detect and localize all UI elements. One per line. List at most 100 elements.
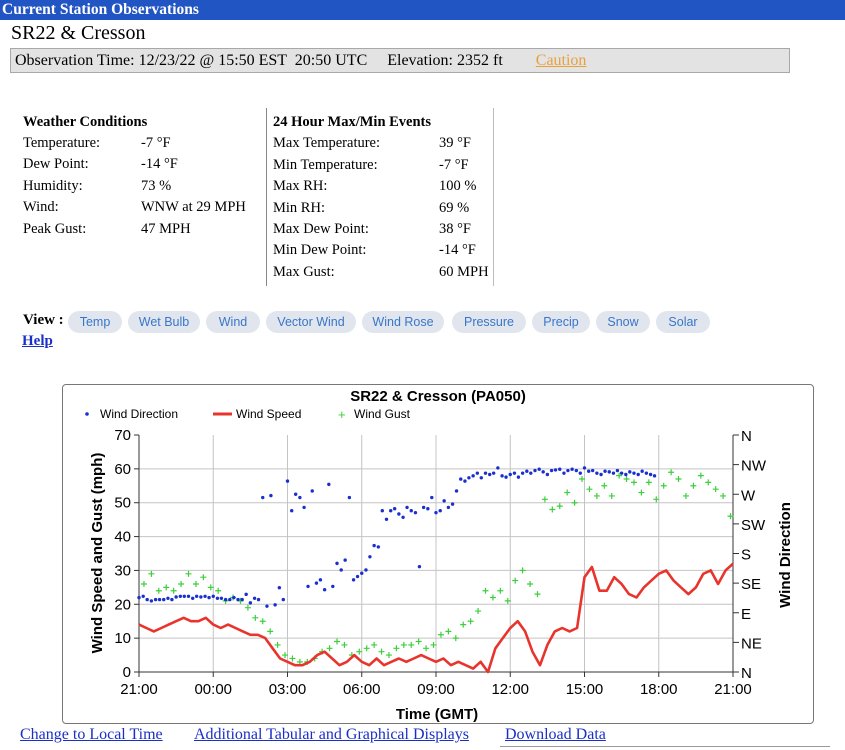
direction-point <box>417 564 422 569</box>
legend-direction-marker <box>85 412 89 416</box>
direction-point <box>467 476 471 480</box>
maxmin-row: Min RH: 69 % <box>273 198 493 219</box>
direction-point <box>628 470 632 474</box>
gust-point <box>579 476 586 483</box>
direction-point <box>166 596 170 600</box>
gust-point <box>341 641 348 648</box>
gust-point <box>393 645 400 652</box>
gust-point <box>445 628 452 635</box>
direction-point <box>529 471 533 475</box>
gust-point <box>185 570 192 577</box>
gust-point <box>289 655 296 662</box>
direction-point <box>446 505 451 510</box>
tab-pressure[interactable]: Pressure <box>452 311 526 333</box>
direction-point <box>199 595 203 599</box>
direction-point <box>409 509 413 513</box>
tab-wind[interactable]: Wind <box>206 311 260 333</box>
direction-point <box>615 468 620 473</box>
gust-point <box>363 645 370 652</box>
direction-point <box>228 597 232 602</box>
change-local-time-link[interactable]: Change to Local Time <box>20 726 163 743</box>
maxmin-row: Max Temperature: 39 °F <box>273 133 493 154</box>
gust-point <box>475 608 482 615</box>
direction-point <box>459 477 463 481</box>
y2-axis-label: Wind Direction <box>777 502 794 608</box>
gust-point <box>645 479 652 486</box>
direction-point <box>141 594 145 598</box>
station-name: SR22 & Cresson <box>11 22 146 44</box>
direction-point <box>644 471 649 475</box>
help-link[interactable]: Help <box>22 333 53 349</box>
tab-vector-wind[interactable]: Vector Wind <box>266 311 356 333</box>
condition-row: Dew Point: -14 °F <box>23 154 246 175</box>
maxmin-events-table: 24 Hour Max/Min Events Max Temperature: 3… <box>266 108 494 286</box>
gust-point <box>430 641 437 648</box>
direction-point <box>364 568 368 572</box>
direction-point <box>603 469 607 473</box>
additional-displays-link[interactable]: Additional Tabular and Graphical Display… <box>194 726 469 743</box>
condition-value: 47 MPH <box>141 220 191 237</box>
condition-label: Dew Point: <box>23 156 89 173</box>
x-tick-label: 03:00 <box>269 681 307 698</box>
maxmin-label: Max Gust: <box>273 263 335 280</box>
download-data-link[interactable]: Download Data <box>505 726 606 743</box>
maxmin-row: Max RH: 100 % <box>273 176 493 197</box>
chart-axes: 21:00 00:00 03:00 06:00 09:00 12:00 15:00 18:00… <box>114 427 767 698</box>
condition-label: Peak Gust: <box>23 220 87 237</box>
direction-point <box>372 543 376 548</box>
tab-wind-rose[interactable]: Wind Rose <box>362 311 444 333</box>
gust-point <box>385 652 392 659</box>
direction-point <box>310 489 314 493</box>
direction-point <box>624 472 628 477</box>
direction-point <box>290 509 294 513</box>
direction-point <box>162 597 166 602</box>
chart-title: SR22 & Cresson (PA050) <box>350 388 526 405</box>
divider <box>500 746 830 747</box>
direction-point <box>442 499 446 503</box>
direction-point <box>335 561 339 566</box>
x-tick-label: 09:00 <box>417 681 455 698</box>
y2-tick-label: N <box>741 428 752 445</box>
maxmin-label: Min Dew Point: <box>273 242 367 259</box>
gust-point <box>460 621 467 628</box>
direction-point <box>203 594 207 598</box>
caution-link[interactable]: Caution <box>535 52 587 69</box>
y2-tick-label: SW <box>741 517 766 534</box>
maxmin-row: Max Gust: 60 MPH <box>273 262 493 283</box>
gust-point <box>660 482 667 489</box>
x-tick-label: 15:00 <box>566 681 604 698</box>
speed-line <box>138 562 734 674</box>
legend-speed-label: Wind Speed <box>236 407 301 421</box>
gust-point <box>675 476 682 483</box>
direction-point <box>619 471 624 475</box>
gust-point <box>720 492 727 499</box>
y-tick-label: 10 <box>114 630 131 647</box>
direction-point <box>640 469 644 473</box>
direction-point <box>454 489 459 493</box>
y-tick-label: 50 <box>114 495 131 512</box>
direction-point <box>145 597 149 602</box>
x-tick-label: 00:00 <box>194 681 232 698</box>
y-tick-label: 0 <box>123 664 131 681</box>
direction-point <box>170 597 174 602</box>
tab-solar[interactable]: Solar <box>656 311 710 333</box>
direction-point <box>450 502 455 506</box>
direction-point <box>186 594 191 598</box>
maxmin-value: 38 °F <box>439 220 471 237</box>
direction-point <box>384 517 389 521</box>
direction-point <box>632 471 636 475</box>
y2-tick-label: W <box>741 487 756 504</box>
direction-point <box>339 568 343 572</box>
direction-point <box>496 466 500 470</box>
direction-point <box>426 507 430 511</box>
gust-point <box>489 594 496 601</box>
direction-point <box>397 512 401 516</box>
tab-wet-bulb[interactable]: Wet Bulb <box>128 311 200 333</box>
tab-snow[interactable]: Snow <box>596 311 650 333</box>
y2-tick-label: S <box>741 547 751 564</box>
tab-temp[interactable]: Temp <box>68 311 122 333</box>
direction-point <box>475 471 480 475</box>
tab-precip[interactable]: Precip <box>532 311 590 333</box>
direction-point <box>549 468 554 473</box>
